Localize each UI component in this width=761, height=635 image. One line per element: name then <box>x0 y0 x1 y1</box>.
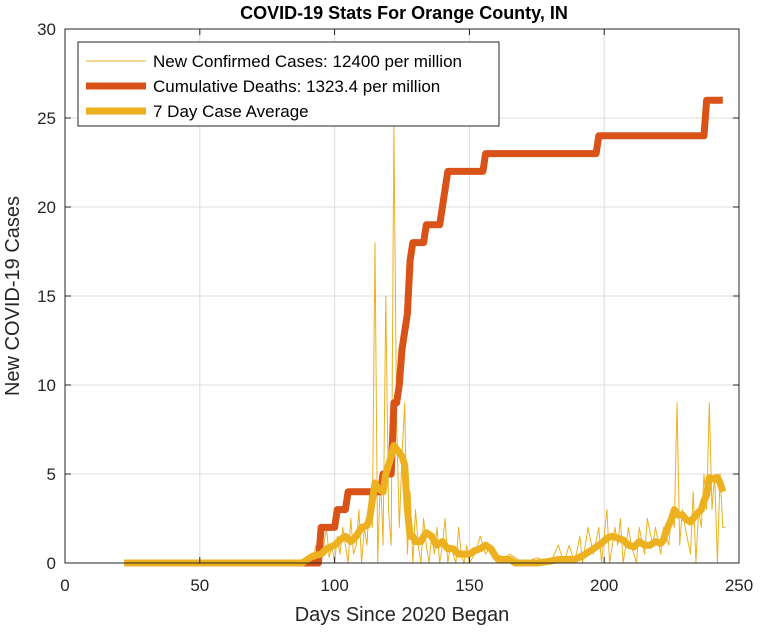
ticks: 0 50 100 150 200 250 0 5 10 15 20 25 30 <box>37 20 753 595</box>
legend-label-7day-average: 7 Day Case Average <box>153 102 309 121</box>
y-tick-label: 15 <box>37 287 56 306</box>
series-lines <box>124 96 727 567</box>
legend-box <box>77 41 500 127</box>
x-tick-label: 50 <box>190 576 209 595</box>
y-tick-label: 5 <box>47 465 56 484</box>
x-tick-label: 150 <box>455 576 483 595</box>
y-tick-label: 10 <box>37 376 56 395</box>
legend-label-cumulative-deaths: Cumulative Deaths: 1323.4 per million <box>153 77 440 96</box>
y-tick-label: 20 <box>37 198 56 217</box>
x-tick-label: 200 <box>590 576 618 595</box>
x-tick-label: 100 <box>320 576 348 595</box>
x-tick-label: 0 <box>60 576 69 595</box>
x-tick-label: 250 <box>725 576 753 595</box>
y-axis-label: New COVID-19 Cases <box>2 196 24 396</box>
y-tick-label: 25 <box>37 109 56 128</box>
chart-title: COVID-19 Stats For Orange County, IN <box>240 3 568 23</box>
y-tick-label: 0 <box>47 554 56 573</box>
legend-label-new-cases: New Confirmed Cases: 12400 per million <box>153 52 462 71</box>
x-axis-label: Days Since 2020 Began <box>295 604 510 626</box>
series-7day-case-average <box>124 442 727 567</box>
legend: New Confirmed Cases: 12400 per million C… <box>77 41 500 127</box>
series-cumulative-deaths <box>124 96 723 567</box>
y-tick-label: 30 <box>37 20 56 39</box>
